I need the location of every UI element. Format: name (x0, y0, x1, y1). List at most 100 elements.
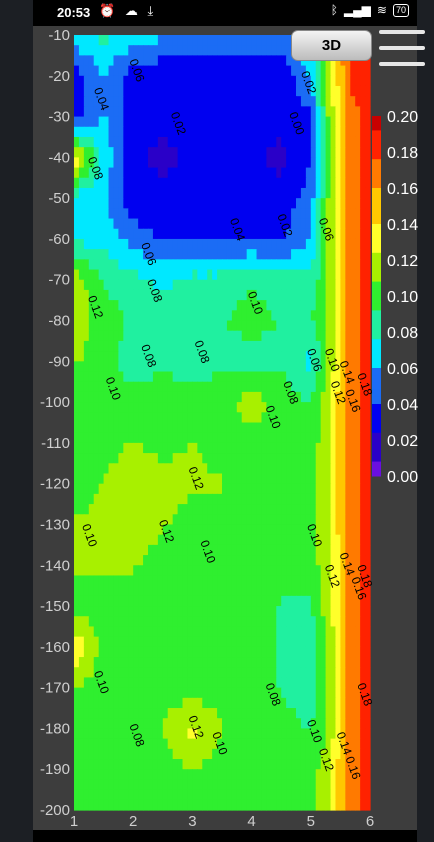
heatmap-cell (335, 187, 341, 199)
heatmap-cell (226, 657, 233, 668)
heatmap-cell (148, 483, 154, 495)
heatmap-cell (133, 330, 139, 342)
heatmap-cell (350, 463, 356, 475)
heatmap-cell (276, 738, 282, 750)
heatmap-cell (113, 381, 119, 393)
heatmap-cell (162, 259, 169, 271)
heatmap-cell (148, 575, 154, 587)
heatmap-cell (133, 402, 139, 413)
heatmap-cell (286, 147, 292, 158)
heatmap-cell (192, 677, 198, 689)
heatmap-cell (226, 340, 233, 352)
heatmap-cell (78, 453, 85, 464)
heatmap-cell (246, 565, 253, 577)
heatmap-cell (217, 463, 223, 475)
heatmap-cell (340, 218, 346, 230)
heatmap-cell (113, 677, 119, 689)
heatmap-cell (305, 493, 312, 505)
x-tick-label: 5 (307, 813, 315, 830)
heatmap-cell (207, 483, 213, 495)
heatmap-cell (276, 371, 282, 383)
heatmap-cell (261, 361, 267, 373)
heatmap-cell (310, 269, 317, 281)
heatmap-cell (177, 606, 184, 617)
heatmap-cell (108, 320, 115, 332)
heatmap-cell (315, 565, 322, 577)
heatmap-cell (325, 748, 332, 760)
heatmap-cell (222, 769, 228, 781)
heatmap-cell (88, 565, 95, 577)
heatmap-cell (276, 361, 282, 373)
heatmap-cell (217, 249, 223, 260)
heatmap-cell (93, 187, 100, 199)
heatmap-cell (241, 147, 248, 158)
y-axis: -10-20-30-40-50-60-70-80-90-100-110-120-… (40, 27, 70, 819)
heatmap-cell (207, 330, 213, 342)
heatmap-cell (266, 636, 272, 648)
heatmap-cell (108, 157, 115, 169)
heatmap-cell (157, 381, 164, 393)
heatmap-cell (192, 330, 198, 342)
heatmap-cell (133, 106, 139, 118)
heatmap-cell (251, 85, 258, 97)
heatmap-cell (310, 759, 317, 770)
heatmap-cell (98, 96, 105, 107)
heatmap-cell (74, 249, 80, 260)
heatmap-cell (325, 157, 332, 169)
heatmap-cell (226, 483, 233, 495)
heatmap-cell (300, 412, 307, 424)
heatmap-cell (202, 238, 208, 250)
heatmap-cell (192, 534, 198, 546)
heatmap-cell (157, 106, 164, 118)
heatmap-cell (187, 330, 193, 342)
heatmap-cell (148, 402, 154, 413)
heatmap-cell (345, 412, 351, 424)
heatmap-cell (157, 759, 164, 770)
heatmap-cell (345, 555, 351, 566)
heatmap-cell (256, 544, 263, 556)
view-3d-button[interactable]: 3D (291, 30, 372, 61)
heatmap-cell (231, 45, 238, 56)
heatmap-cell (177, 799, 184, 811)
heatmap-cell (330, 187, 337, 199)
heatmap-cell (103, 432, 110, 444)
heatmap-cell (157, 340, 164, 352)
heatmap-cell (98, 289, 105, 301)
heatmap-cell (291, 697, 297, 709)
heatmap-cell (88, 708, 95, 719)
heatmap-cell (310, 432, 317, 444)
heatmap-cell (305, 157, 312, 169)
heatmap-cell (286, 269, 292, 281)
heatmap-cell (212, 606, 218, 617)
heatmap-cell (256, 259, 263, 271)
heatmap-cell (256, 35, 263, 46)
heatmap-cell (271, 208, 277, 220)
heatmap-cell (286, 432, 292, 444)
hamburger-menu-icon[interactable] (379, 30, 425, 80)
heatmap-cell (271, 493, 277, 505)
heatmap-cell (187, 514, 193, 526)
heatmap-cell (226, 616, 233, 628)
heatmap-cell (315, 718, 322, 730)
heatmap-cell (74, 534, 80, 546)
heatmap-cell (320, 493, 327, 505)
heatmap-cell (162, 779, 169, 791)
heatmap-cell (320, 432, 327, 444)
heatmap-cell (236, 565, 243, 577)
heatmap-cell (152, 351, 159, 362)
heatmap-cell (138, 75, 144, 87)
heatmap-cell (355, 483, 361, 495)
heatmap-cell (133, 167, 139, 179)
heatmap-cell (212, 96, 218, 107)
heatmap-cell (192, 779, 198, 791)
heatmap-cell (78, 779, 85, 791)
heatmap-cell (266, 147, 272, 158)
heatmap-cell (345, 198, 351, 209)
heatmap-cell (246, 279, 253, 291)
heatmap-cell (350, 514, 356, 526)
heatmap-cell (217, 208, 223, 220)
heatmap-cell (118, 187, 124, 199)
heatmap-cell (365, 238, 371, 250)
heatmap-cell (83, 565, 90, 577)
heatmap-cell (167, 748, 174, 760)
